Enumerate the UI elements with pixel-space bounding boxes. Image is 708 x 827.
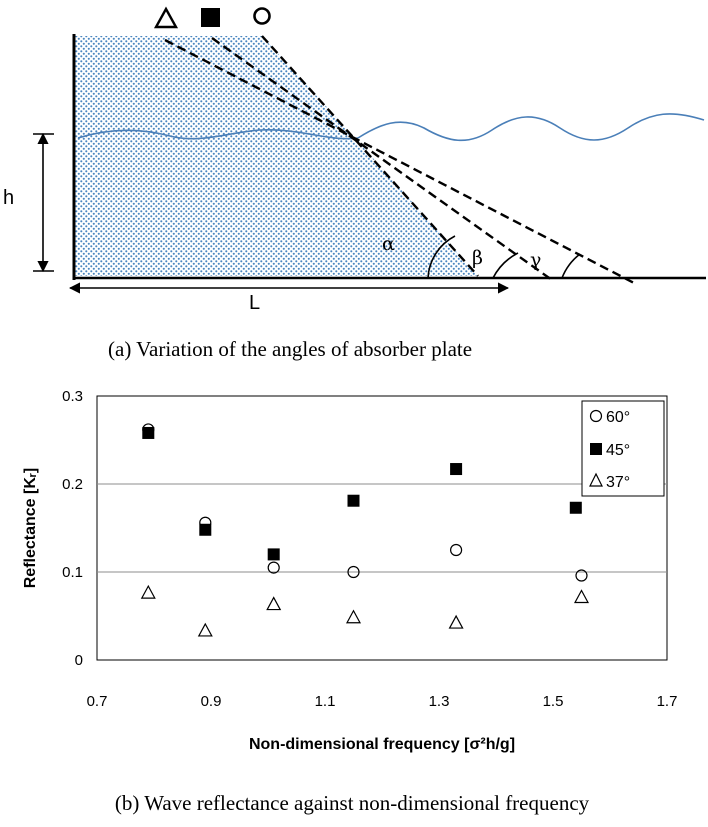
alpha-label: α xyxy=(382,233,395,255)
x-tick-label: 1.1 xyxy=(315,693,336,710)
absorber-diagram: h L α β γ (a) Variation of the angles of… xyxy=(3,6,706,361)
x-tick-label: 0.9 xyxy=(201,693,222,710)
x-tick-label: 0.7 xyxy=(87,693,108,710)
legend-triangle-icon xyxy=(589,472,603,487)
point-60deg xyxy=(450,543,463,557)
point-37deg xyxy=(140,584,156,599)
point-60deg xyxy=(347,565,360,579)
angle-arc-alpha xyxy=(427,235,456,279)
point-45deg xyxy=(450,463,463,476)
point-45deg xyxy=(142,426,155,439)
wave-outside xyxy=(357,113,705,142)
plate-line-triangle xyxy=(164,38,637,286)
legend-label-45: 45° xyxy=(606,442,630,459)
y-tick-label: 0 xyxy=(75,652,83,669)
triangle-marker-icon xyxy=(153,6,179,29)
x-tick-label: 1.7 xyxy=(657,693,678,710)
caption-b: (b) Wave reflectance against non-dimensi… xyxy=(115,791,590,815)
y-tick-label: 0.2 xyxy=(62,476,83,493)
beta-label: β xyxy=(472,247,483,269)
point-45deg xyxy=(347,494,360,507)
point-37deg xyxy=(266,596,282,611)
point-37deg xyxy=(197,622,213,637)
point-45deg xyxy=(199,523,212,536)
x-tick-label: 1.5 xyxy=(543,693,564,710)
wave-inside xyxy=(77,129,359,140)
legend-square-icon xyxy=(590,443,602,455)
legend-label-37: 37° xyxy=(606,474,630,491)
point-37deg xyxy=(573,589,590,604)
y-tick-labels: 0 0.1 0.2 0.3 xyxy=(62,388,83,669)
caption-a: (a) Variation of the angles of absorber … xyxy=(108,337,472,361)
square-marker-icon xyxy=(201,8,220,27)
y-axis-label: Reflectance [Kᵣ] xyxy=(22,468,39,589)
gamma-label: γ xyxy=(530,249,541,271)
point-37deg xyxy=(345,609,362,624)
point-60deg xyxy=(267,561,280,574)
circle-marker-icon xyxy=(253,7,271,25)
x-tick-labels: 0.7 0.9 1.1 1.3 1.5 1.7 xyxy=(87,693,678,710)
legend: 60° 45° 37° xyxy=(581,400,665,497)
point-37deg xyxy=(448,614,464,629)
plate-line-circle xyxy=(261,35,479,277)
h-label: h xyxy=(3,187,14,209)
legend-circle-icon xyxy=(589,409,603,423)
y-tick-label: 0.3 xyxy=(62,388,83,405)
x-tick-label: 1.3 xyxy=(429,693,450,710)
plot-area xyxy=(96,395,668,661)
legend-label-60: 60° xyxy=(606,409,630,426)
angle-arc-gamma xyxy=(561,253,581,279)
angle-arc-beta xyxy=(492,252,519,279)
data-marks xyxy=(140,423,590,637)
x-axis-label: Non-dimensional frequency [σ²h/g] xyxy=(249,736,515,753)
point-60deg xyxy=(575,569,588,582)
point-45deg xyxy=(569,501,582,514)
y-tick-label: 0.1 xyxy=(62,564,83,581)
point-45deg xyxy=(267,548,280,561)
L-label: L xyxy=(249,292,260,314)
reflectance-chart: 0 0.1 0.2 0.3 0.7 0.9 1.1 1.3 1.5 1.7 Non-dimens… xyxy=(22,388,677,815)
grid-lines xyxy=(97,483,667,573)
water-region xyxy=(74,36,478,276)
